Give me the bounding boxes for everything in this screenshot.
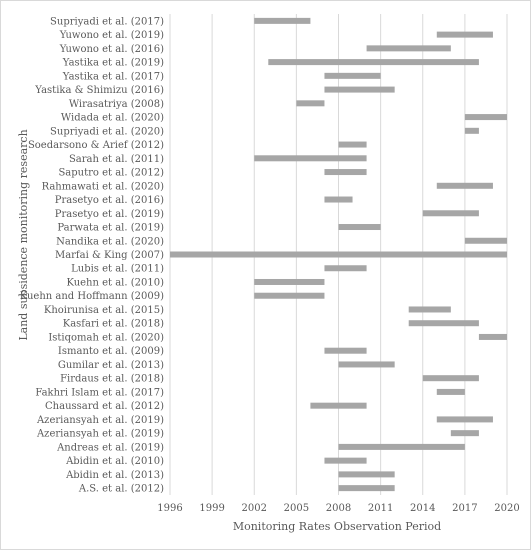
- category-label: Prasetyo et al. (2019): [55, 209, 164, 220]
- range-bar: [268, 59, 479, 66]
- category-label: Soedarsono & Arief (2012): [28, 140, 164, 151]
- range-bar: [422, 375, 479, 382]
- x-tick-label: 2014: [410, 503, 435, 514]
- range-bar: [254, 17, 311, 24]
- range-bar: [324, 196, 353, 203]
- range-bar: [338, 361, 395, 368]
- range-bar: [436, 388, 465, 395]
- x-tick-label: 2011: [368, 503, 393, 514]
- x-tick-label: 2020: [494, 503, 519, 514]
- range-bar: [450, 430, 479, 437]
- category-labels: Supriyadi et al. (2017) Yuwono et al. (20…: [20, 16, 164, 494]
- category-label: Chaussard et al. (2012): [45, 401, 164, 412]
- category-label: Yuwono et al. (2019): [59, 30, 164, 41]
- range-bar: [324, 72, 381, 79]
- x-axis-title: Monitoring Rates Observation Period: [233, 520, 441, 533]
- range-bar: [408, 306, 451, 313]
- category-label: Abidin et al. (2010): [65, 456, 164, 467]
- category-label: A.S. et al. (2012): [78, 484, 164, 495]
- range-bar: [254, 155, 367, 162]
- x-tick-labels: 1996 1999 2002 2005 2008 2011 2014 2017 2020: [157, 503, 519, 514]
- range-bar: [324, 457, 367, 464]
- category-label: Fakhri Islam et al. (2017): [35, 387, 164, 398]
- category-label: Gumilar et al. (2013): [58, 360, 164, 371]
- category-label: Azeriansyah et al. (2019): [36, 415, 164, 426]
- x-tick-label: 2002: [242, 503, 267, 514]
- category-label: Prasetyo et al. (2016): [55, 195, 164, 206]
- category-label: Supriyadi et al. (2020): [50, 126, 164, 137]
- category-label: Istiqomah et al. (2020): [48, 332, 164, 343]
- range-bar: [338, 471, 395, 478]
- range-bar: [436, 416, 493, 423]
- range-bar: [324, 86, 395, 93]
- x-tick-label: 2008: [326, 503, 351, 514]
- x-tick-label: 1999: [199, 503, 224, 514]
- range-bar: [338, 141, 367, 148]
- category-label: Widada et al. (2020): [61, 113, 164, 124]
- range-bar: [436, 182, 493, 189]
- category-label: Yuwono et al. (2016): [59, 44, 164, 55]
- category-label: Andreas et al. (2019): [56, 442, 164, 453]
- category-label: Abidin et al. (2013): [65, 470, 164, 481]
- category-label: Azeriansyah et al. (2019): [36, 429, 164, 440]
- range-bar: [366, 45, 451, 52]
- category-label: Parwata et al. (2019): [57, 223, 164, 234]
- range-bar: [324, 169, 367, 176]
- x-tick-label: 1996: [157, 503, 182, 514]
- category-label: Lubis et al. (2011): [71, 264, 164, 275]
- range-bar: [478, 333, 507, 340]
- range-bar: [338, 443, 465, 450]
- range-bar: [324, 347, 367, 354]
- range-bar: [464, 127, 479, 134]
- range-bar: [408, 320, 479, 327]
- x-tick-label: 2017: [452, 503, 477, 514]
- range-bar: [338, 485, 395, 492]
- category-label: Rahmawati et al. (2020): [42, 181, 165, 192]
- category-label: Marfai & King (2007): [55, 250, 164, 261]
- x-tick-label: 2005: [284, 503, 309, 514]
- range-bar: [422, 210, 479, 217]
- category-label: Kasfari et al. (2018): [63, 319, 164, 330]
- range-bar: [254, 292, 325, 299]
- bars: [170, 17, 507, 492]
- range-bar: [310, 402, 367, 409]
- category-label: Kuehn et al. (2010): [66, 277, 164, 288]
- category-label: Khoirunisa et al. (2015): [44, 305, 164, 316]
- y-axis-title: Land subsidence monitoring research: [17, 129, 30, 340]
- category-label: Saputro et al. (2012): [58, 168, 164, 179]
- range-bar: [464, 114, 507, 121]
- category-label: Kuehn and Hoffmann (2009): [20, 291, 164, 302]
- range-bar: [296, 100, 325, 107]
- category-label: Ismanto et al. (2009): [58, 346, 164, 357]
- category-label: Nandika et al. (2020): [56, 236, 164, 247]
- range-bar: [324, 265, 367, 272]
- range-bar: [436, 31, 493, 38]
- category-label: Yastika et al. (2019): [62, 58, 164, 69]
- category-label: Firdaus et al. (2018): [60, 374, 164, 385]
- range-bar: [338, 224, 381, 231]
- range-bar: [254, 278, 325, 285]
- category-label: Yastika & Shimizu (2016): [34, 85, 164, 96]
- category-label: Supriyadi et al. (2017): [50, 16, 164, 27]
- range-bar: [464, 237, 507, 244]
- category-label: Sarah et al. (2011): [69, 154, 164, 165]
- range-bar: [170, 251, 507, 258]
- category-label: Yastika et al. (2017): [62, 71, 164, 82]
- category-label: Wirasatriya (2008): [69, 99, 164, 110]
